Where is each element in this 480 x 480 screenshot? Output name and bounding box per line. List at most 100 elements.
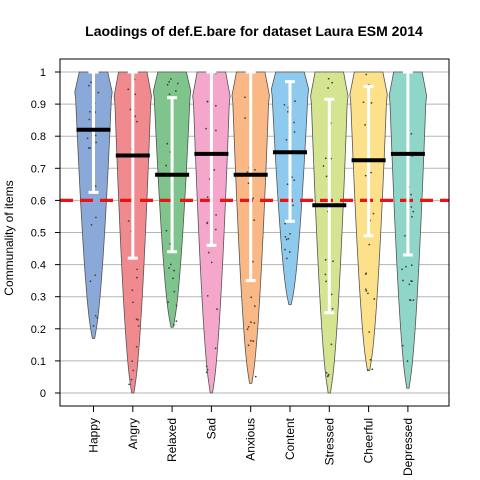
y-tick-label: 0.8 [31,131,46,143]
item-point [172,277,174,280]
x-tick-label-sad: Sad [204,418,218,439]
item-point [165,164,168,167]
x-tick-label-cheerful: Cheerful [362,418,376,463]
item-point [174,90,177,92]
item-point [362,101,365,104]
item-point [252,197,255,200]
item-point [401,344,404,347]
item-point [327,87,330,89]
item-point [253,322,256,324]
item-point [411,215,413,218]
item-point [135,345,138,348]
item-point [291,176,293,179]
item-point [408,298,411,301]
y-tick-label: 0.3 [31,292,46,304]
item-point [87,147,90,149]
item-point [213,169,216,171]
item-point [322,165,325,167]
item-point [132,369,135,372]
item-point [136,276,138,279]
item-point [94,314,97,317]
item-point [89,280,92,283]
item-point [370,171,373,174]
item-point [253,305,256,308]
item-point [176,82,179,85]
item-point [214,347,217,350]
item-point [410,264,413,267]
item-point [287,237,290,240]
y-tick-label: 0.4 [31,260,46,272]
item-point [215,129,217,132]
item-point [175,320,178,323]
item-point [247,344,250,347]
item-point [92,324,95,327]
item-point [247,182,250,185]
item-point [410,206,413,208]
item-point [294,100,296,103]
x-tick-label-depressed: Depressed [401,418,415,476]
violin-happy [74,71,113,339]
item-point [401,268,404,271]
item-point [244,96,246,99]
item-point [331,81,334,84]
chart-title: Laodings of def.E.bare for dataset Laura… [85,23,423,39]
item-point [168,80,171,83]
item-point [206,294,209,297]
item-point [324,273,327,276]
item-point [169,263,172,266]
item-point [365,289,368,292]
item-point [285,238,288,241]
item-point [168,267,170,269]
item-point [244,117,246,119]
item-point [88,84,90,87]
item-point [94,274,97,277]
item-point [127,220,130,222]
item-point [285,138,288,141]
item-point [364,288,367,291]
item-point [247,325,250,328]
item-point [370,102,373,104]
item-point [173,290,176,293]
item-point [206,196,209,199]
item-point [283,103,286,106]
item-point [134,93,137,96]
mean-markers [76,127,425,208]
item-point [410,132,413,135]
item-point [325,175,328,178]
item-point [324,157,327,160]
item-point [207,251,210,254]
item-point [132,301,134,304]
item-point [332,260,334,263]
y-tick-label: 1 [40,67,46,79]
error-bars [88,70,413,315]
y-tick-label: 0.9 [31,99,46,111]
item-point [90,81,92,84]
item-point [246,328,249,331]
y-tick-label: 0.7 [31,163,46,175]
item-point [327,375,330,377]
item-point [94,185,97,188]
item-point [131,360,134,363]
item-point [364,124,366,126]
x-tick-label-anxious: Anxious [244,418,258,461]
item-point [364,174,367,177]
item-point [206,100,209,103]
item-point [369,358,372,361]
item-point [246,171,249,173]
item-point [136,120,138,123]
item-point [173,323,175,326]
item-point [127,88,130,91]
item-point [170,78,172,80]
item-point [324,258,327,261]
item-point [129,108,132,111]
item-point [88,110,91,113]
item-point [131,289,134,292]
y-tick-label: 0.1 [31,356,46,368]
item-point [327,77,330,80]
item-point [137,325,140,327]
item-point [249,321,252,324]
item-point [165,229,168,232]
item-point [410,280,413,282]
x-tick-label-happy: Happy [87,418,101,453]
item-point [406,360,409,362]
